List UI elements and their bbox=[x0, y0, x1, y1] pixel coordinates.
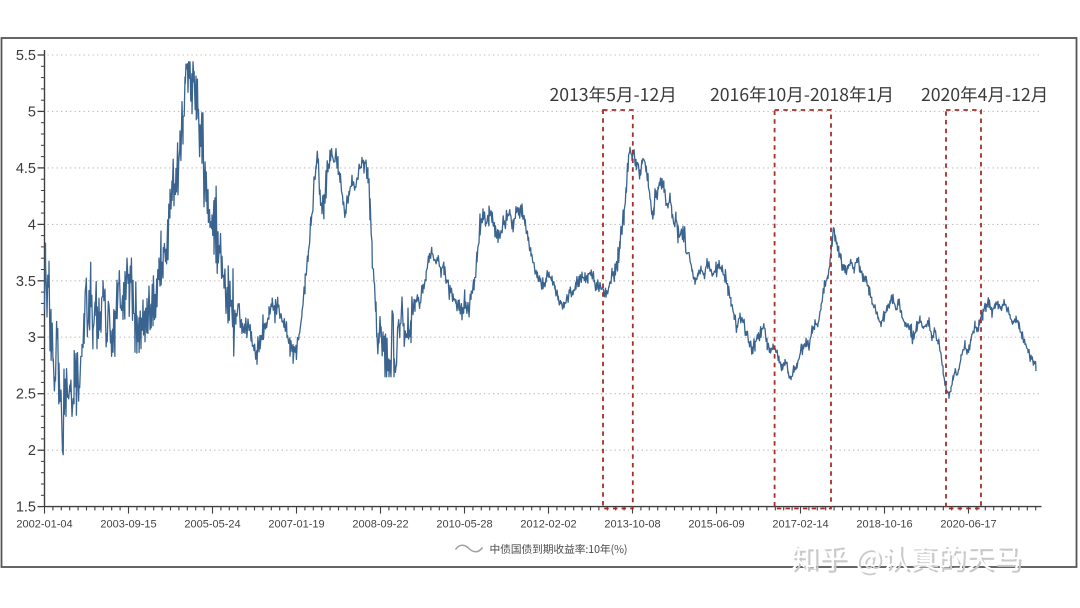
svg-text:2003-09-15: 2003-09-15 bbox=[100, 519, 156, 531]
svg-text:2020-06-17: 2020-06-17 bbox=[940, 519, 996, 531]
svg-text:2008-09-22: 2008-09-22 bbox=[352, 519, 408, 531]
svg-text:1.5: 1.5 bbox=[16, 500, 36, 516]
svg-text:3: 3 bbox=[28, 330, 36, 346]
svg-text:5.5: 5.5 bbox=[16, 48, 36, 64]
svg-text:5: 5 bbox=[28, 104, 36, 120]
svg-text:2005-05-24: 2005-05-24 bbox=[184, 519, 240, 531]
svg-text:2010-05-28: 2010-05-28 bbox=[436, 519, 492, 531]
svg-text:2017-02-14: 2017-02-14 bbox=[772, 519, 828, 531]
svg-text:2.5: 2.5 bbox=[16, 387, 36, 403]
svg-text:2007-01-19: 2007-01-19 bbox=[268, 519, 324, 531]
svg-text:2: 2 bbox=[28, 443, 36, 459]
svg-text:2012-02-02: 2012-02-02 bbox=[520, 519, 576, 531]
svg-text:4.5: 4.5 bbox=[16, 161, 36, 177]
svg-text:3.5: 3.5 bbox=[16, 274, 36, 290]
svg-text:2002-01-04: 2002-01-04 bbox=[16, 519, 72, 531]
svg-text:4: 4 bbox=[28, 217, 36, 233]
svg-text:2013-10-08: 2013-10-08 bbox=[604, 519, 660, 531]
svg-text:2015-06-09: 2015-06-09 bbox=[688, 519, 744, 531]
svg-text:2018-10-16: 2018-10-16 bbox=[856, 519, 912, 531]
